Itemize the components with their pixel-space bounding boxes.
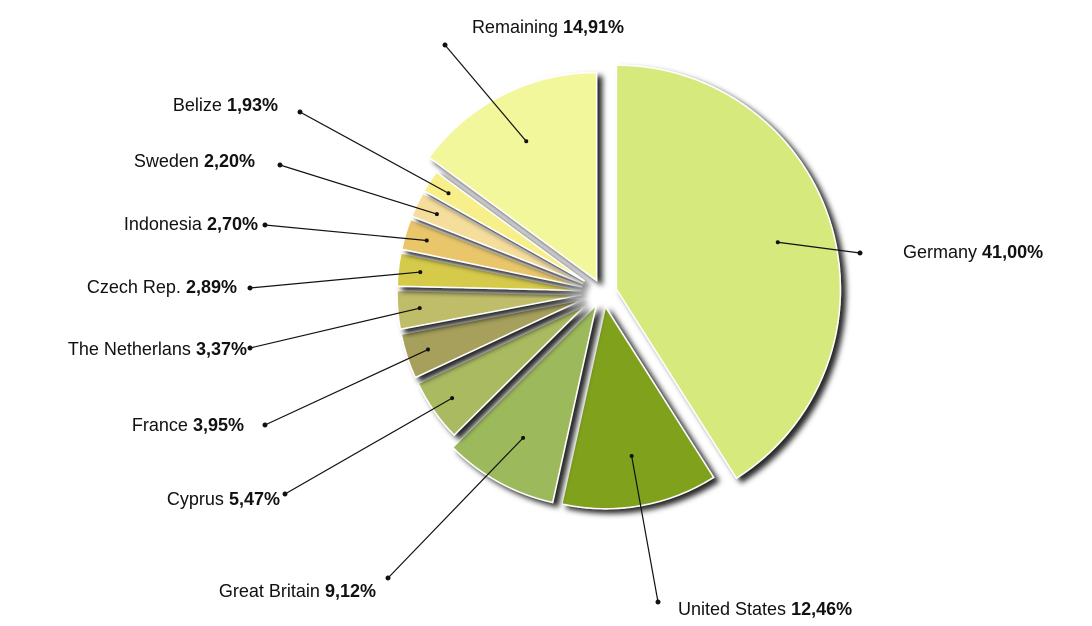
leader-dot (262, 222, 268, 228)
slice-label: Great Britain 9,12% (219, 581, 376, 601)
slice-label: Sweden 2,20% (134, 151, 255, 171)
category-label: Cyprus (167, 489, 224, 509)
leader-dot (775, 240, 780, 245)
leader-line (631, 455, 659, 603)
leader-dot (297, 109, 303, 115)
category-label: The Netherlans (68, 339, 191, 359)
leader-line (387, 437, 524, 579)
leader-dot (425, 347, 430, 352)
leader-line (249, 271, 421, 289)
pie-slice (423, 171, 585, 282)
leader-line (444, 44, 527, 142)
value-label: 3,95% (193, 415, 244, 435)
leader-dot (247, 345, 253, 351)
value-label: 2,20% (204, 151, 255, 171)
category-label: Remaining (472, 17, 558, 37)
leader-line (249, 307, 420, 349)
value-label: 9,12% (325, 581, 376, 601)
pie-slice (396, 289, 582, 331)
leader-dot (857, 250, 863, 256)
leader-dot (629, 453, 634, 458)
leader-dot (450, 396, 455, 401)
leader-line (264, 349, 429, 426)
pie-slice (417, 304, 586, 437)
slice-label: The Netherlans 3,37% (68, 339, 247, 359)
leader-line (299, 111, 449, 194)
leader-dot (247, 285, 253, 291)
pie-slice (451, 302, 598, 504)
leader-dot (655, 599, 661, 605)
leader-dot (521, 435, 526, 440)
leader-dot (442, 42, 448, 48)
pie-slice (400, 299, 583, 379)
slice-label: Indonesia 2,70% (124, 214, 258, 234)
leader-dot (418, 270, 423, 275)
category-label: Great Britain (219, 581, 320, 601)
leader-dot (385, 575, 391, 581)
category-label: Germany (903, 242, 977, 262)
pie-slice (615, 64, 842, 480)
category-label: Belize (173, 95, 222, 115)
category-label: Czech Rep. (87, 277, 181, 297)
slice-label: Remaining 14,91% (472, 17, 624, 37)
category-label: United States (678, 599, 786, 619)
leader-line (264, 224, 427, 242)
slice-label: Germany 41,00% (903, 242, 1043, 262)
pie-slice (400, 218, 583, 288)
leader-dot (277, 162, 283, 168)
slice-label: France 3,95% (132, 415, 244, 435)
value-label: 2,70% (207, 214, 258, 234)
leader-line (777, 241, 861, 254)
leader-dot (262, 422, 268, 428)
pie-slice (396, 252, 582, 292)
slices (396, 64, 842, 510)
value-label: 14,91% (563, 17, 624, 37)
labels: Germany 41,00% United States 12,46% Great … (68, 17, 1043, 619)
category-label: Sweden (134, 151, 199, 171)
leader-dot (424, 238, 429, 243)
slice-label: Belize 1,93% (173, 95, 278, 115)
pie-slice (410, 192, 584, 285)
value-label: 12,46% (791, 599, 852, 619)
category-label: Indonesia (124, 214, 203, 234)
leader-dot (417, 306, 422, 311)
category-label: France (132, 415, 188, 435)
leader-dot (434, 212, 439, 217)
value-label: 41,00% (982, 242, 1043, 262)
leader-line (284, 397, 453, 495)
leader-dot (446, 191, 451, 196)
leader-line (279, 164, 438, 215)
leader-dot (282, 491, 288, 497)
slice-label: United States 12,46% (678, 599, 852, 619)
value-label: 5,47% (229, 489, 280, 509)
pie-slice (428, 71, 598, 282)
value-label: 2,89% (186, 277, 237, 297)
value-label: 1,93% (227, 95, 278, 115)
leader-dot (524, 139, 529, 144)
slice-label: Cyprus 5,47% (167, 489, 280, 509)
slice-label: Czech Rep. 2,89% (87, 277, 237, 297)
value-label: 3,37% (196, 339, 247, 359)
